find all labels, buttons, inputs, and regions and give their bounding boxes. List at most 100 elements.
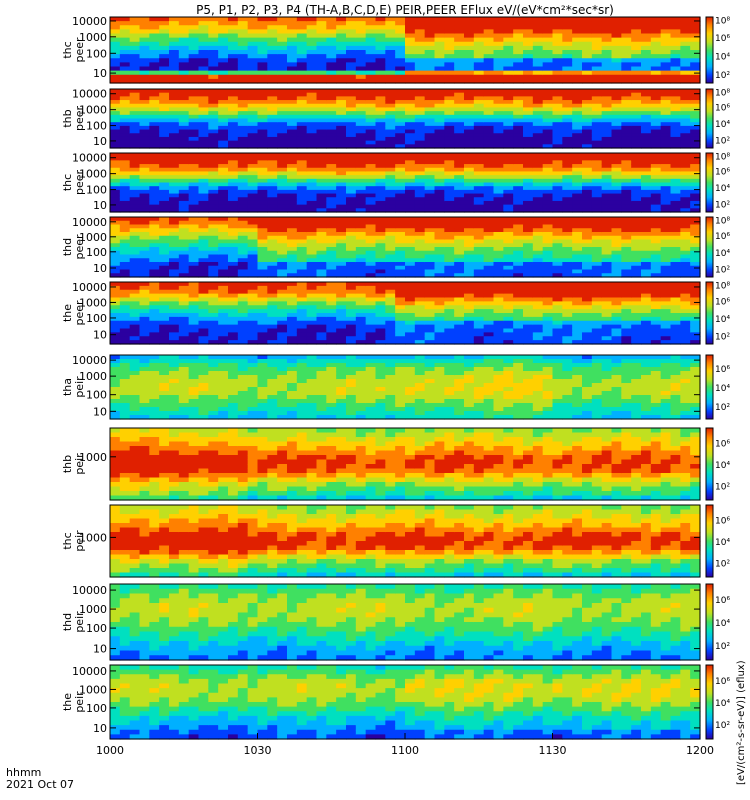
heatmap-cell — [198, 262, 209, 267]
heatmap-cell — [336, 269, 347, 274]
heatmap-cell — [178, 293, 190, 299]
heatmap-cell — [405, 208, 416, 213]
heatmap-cell — [198, 239, 209, 244]
heatmap-cell — [483, 265, 495, 271]
heatmap-cell — [631, 41, 642, 47]
heatmap-cell — [159, 21, 170, 26]
heatmap-cell — [188, 328, 200, 333]
heatmap-cell — [129, 58, 141, 63]
heatmap-cell — [690, 17, 701, 22]
heatmap-cell — [159, 316, 170, 322]
heatmap-cell — [660, 144, 672, 149]
heatmap-cell — [631, 89, 642, 94]
heatmap-cell — [611, 313, 622, 318]
heatmap-cell — [641, 182, 652, 187]
heatmap-cell — [346, 265, 357, 271]
heatmap-cell — [670, 62, 681, 68]
heatmap-cell — [316, 336, 327, 341]
heatmap-cell — [188, 320, 200, 326]
heatmap-cell — [296, 285, 308, 291]
heatmap-cell — [611, 156, 622, 161]
heatmap-cell — [690, 144, 701, 149]
heatmap-cell — [316, 167, 327, 173]
heatmap-cell — [670, 167, 681, 173]
heatmap-cell — [277, 92, 288, 97]
heatmap-cell — [483, 144, 495, 149]
heatmap-cell — [129, 114, 141, 120]
heatmap-cell — [395, 17, 406, 22]
heatmap-cell — [257, 70, 268, 76]
heatmap-cell — [513, 133, 524, 138]
heatmap-cell — [365, 125, 377, 131]
heatmap-cell — [542, 25, 554, 30]
heatmap-cell — [444, 232, 455, 237]
heatmap-cell — [464, 228, 475, 233]
heatmap-cell — [169, 282, 180, 287]
heatmap-cell — [188, 340, 200, 345]
heatmap-cell — [601, 74, 613, 80]
heatmap-cell — [326, 273, 337, 278]
heatmap-cell — [178, 29, 190, 35]
heatmap-cell — [316, 25, 327, 30]
heatmap-cell — [336, 92, 347, 97]
heatmap-cell — [503, 129, 514, 134]
heatmap-cell — [326, 258, 337, 263]
heatmap-cell — [641, 254, 652, 259]
heatmap-cell — [523, 313, 534, 318]
heatmap-cell — [424, 41, 436, 47]
heatmap-cell — [237, 78, 249, 84]
heatmap-cell — [277, 224, 288, 229]
heatmap-cell — [444, 262, 455, 267]
heatmap-cell — [247, 144, 259, 149]
heatmap-cell — [434, 208, 445, 213]
heatmap-cell — [444, 114, 455, 120]
heatmap-cell — [562, 122, 573, 127]
y-tick-label: 1000 — [79, 168, 107, 181]
heatmap-cell — [316, 305, 327, 310]
heatmap-cell — [139, 355, 150, 360]
heatmap-cell — [670, 96, 681, 101]
heatmap-cell — [336, 25, 347, 30]
heatmap-cell — [414, 208, 426, 213]
heatmap-cell — [178, 189, 190, 195]
heatmap-cell — [355, 193, 367, 198]
heatmap-cell — [228, 140, 239, 145]
heatmap-cell — [267, 254, 278, 259]
heatmap-cell — [385, 136, 396, 142]
heatmap-cell — [434, 129, 445, 134]
heatmap-cell — [591, 118, 603, 123]
heatmap-cell — [287, 182, 298, 187]
heatmap-cell — [670, 186, 681, 191]
heatmap-cell — [562, 107, 573, 112]
heatmap-cell — [582, 197, 593, 202]
heatmap-cell — [355, 282, 367, 287]
heatmap-cell — [237, 336, 249, 341]
heatmap-cell — [542, 66, 554, 72]
heatmap-cell — [208, 118, 219, 123]
heatmap-cell — [582, 239, 593, 244]
heatmap-cell — [139, 78, 150, 84]
heatmap-cell — [552, 136, 563, 142]
heatmap-cell — [464, 282, 475, 287]
heatmap-cell — [218, 62, 229, 68]
heatmap-cell — [188, 332, 200, 337]
heatmap-cell — [582, 21, 593, 26]
heatmap-cell — [267, 297, 278, 302]
heatmap-cell — [483, 78, 495, 84]
heatmap-cell — [631, 239, 642, 244]
heatmap-cell — [473, 258, 485, 263]
heatmap-cell — [542, 262, 554, 267]
heatmap-cell — [119, 407, 131, 412]
heatmap-cell — [523, 17, 534, 22]
heatmap-cell — [464, 156, 475, 161]
heatmap-cell — [552, 305, 563, 310]
heatmap-cell — [306, 136, 318, 142]
heatmap-cell — [119, 265, 131, 271]
heatmap-cell — [483, 41, 495, 47]
heatmap-cell — [218, 175, 229, 180]
heatmap-cell — [532, 25, 544, 30]
heatmap-cell — [208, 269, 219, 274]
heatmap-cell — [247, 243, 259, 248]
heatmap-cell — [218, 144, 229, 149]
